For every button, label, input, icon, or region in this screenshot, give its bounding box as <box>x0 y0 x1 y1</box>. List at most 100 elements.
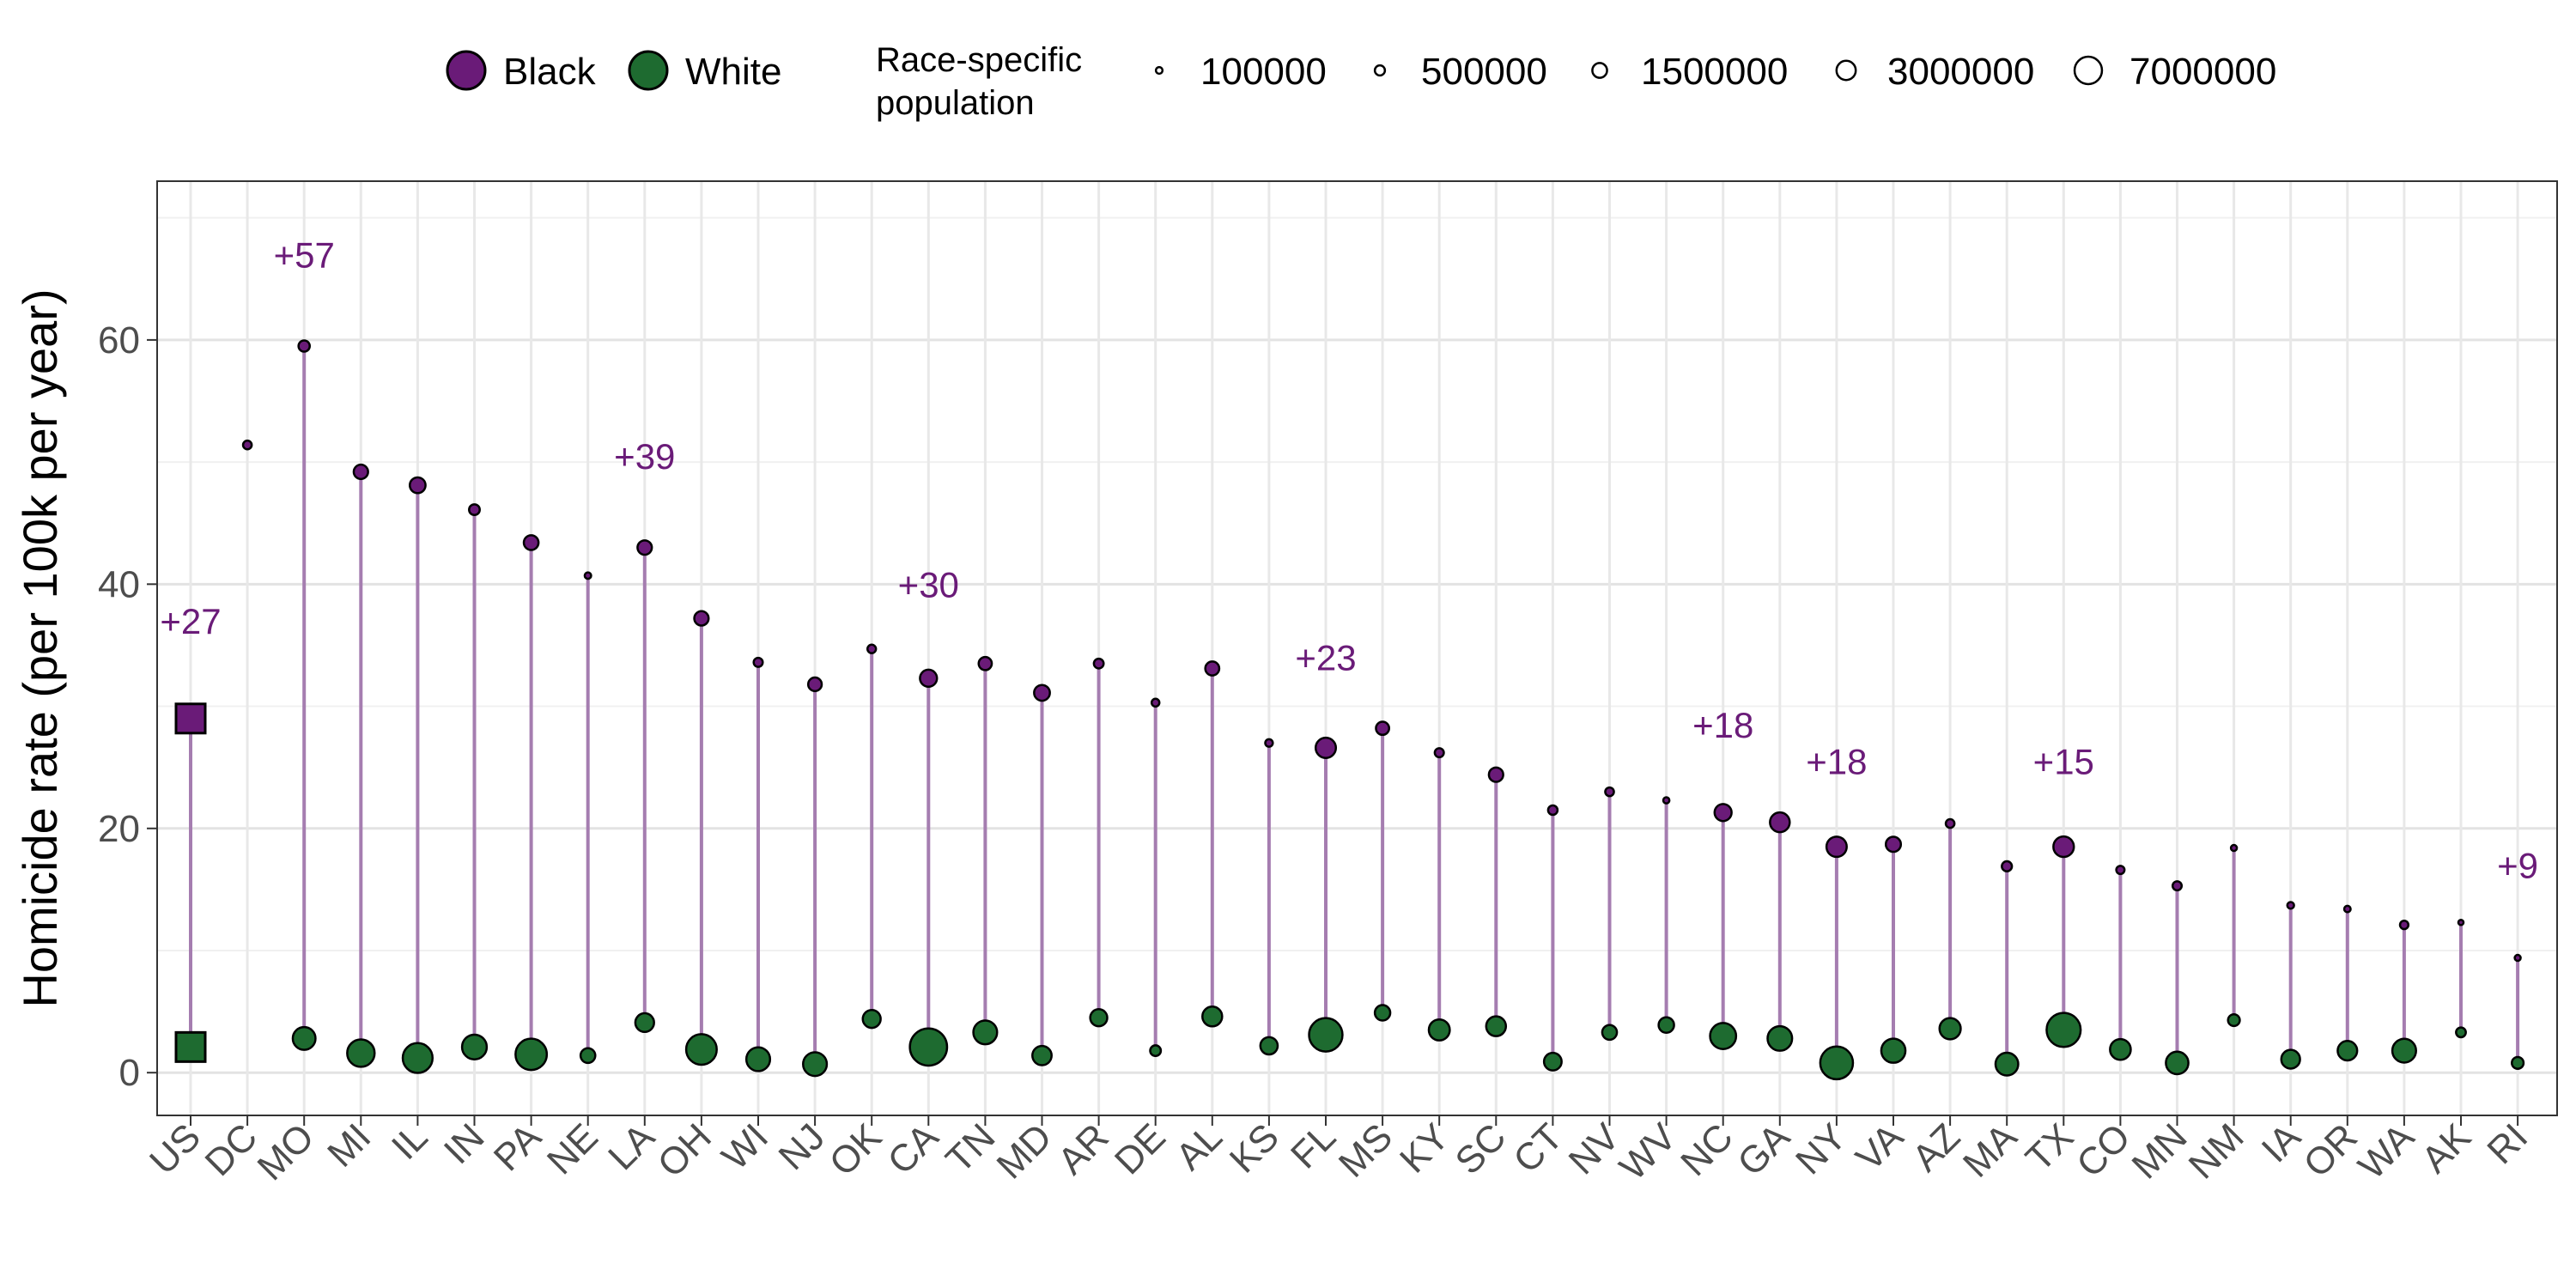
x-tick-label: NC <box>1673 1115 1741 1184</box>
white-point <box>1601 1024 1619 1042</box>
white-point <box>1542 1051 1563 1072</box>
difference-annotation: +18 <box>1692 705 1753 745</box>
black-point <box>241 439 253 451</box>
x-tick-label: MN <box>2124 1115 2196 1187</box>
legend-size-title-line2: population <box>876 84 1035 122</box>
x-tick-label: AL <box>1168 1115 1230 1178</box>
white-point <box>2227 1012 2241 1028</box>
black-point <box>806 676 823 693</box>
white-point <box>1308 1017 1344 1053</box>
black-point <box>408 476 427 495</box>
white-point <box>1709 1022 1738 1050</box>
black-point <box>1204 660 1221 677</box>
x-tick-label: OK <box>822 1115 890 1184</box>
x-tick-label: DC <box>197 1115 266 1184</box>
x-tick-label: VA <box>1848 1115 1911 1179</box>
white-point <box>2510 1055 2525 1070</box>
black-point-us <box>174 702 207 735</box>
difference-annotation: +23 <box>1295 638 1356 678</box>
black-point <box>866 643 878 654</box>
white-point <box>1089 1008 1109 1028</box>
difference-annotation: +15 <box>2033 742 2094 782</box>
black-point <box>1375 720 1391 737</box>
white-point <box>291 1025 317 1051</box>
difference-annotation: +39 <box>614 436 675 477</box>
black-point <box>1604 786 1615 798</box>
black-point <box>2513 953 2522 963</box>
black-point <box>1314 736 1338 759</box>
x-tick-label: IL <box>384 1115 436 1168</box>
white-point-us <box>174 1030 207 1063</box>
white-point <box>1766 1024 1794 1052</box>
difference-segments <box>189 346 2520 1065</box>
size-legend-label: 3000000 <box>1887 51 2034 93</box>
x-tick-label: SC <box>1448 1115 1515 1182</box>
black-point <box>2052 835 2075 859</box>
black-point <box>977 655 993 671</box>
white-point <box>1259 1036 1279 1056</box>
x-tick-label: AK <box>2414 1115 2479 1181</box>
black-point <box>1264 738 1274 748</box>
size-legend-key <box>2073 55 2104 86</box>
legend-label-black: Black <box>503 51 597 93</box>
white-point <box>1657 1016 1675 1034</box>
white-point <box>2109 1037 2132 1061</box>
difference-annotation: +9 <box>2497 845 2538 885</box>
white-points <box>174 1004 2525 1081</box>
white-point <box>1149 1044 1163 1058</box>
x-tick-label: OR <box>2296 1115 2366 1185</box>
y-tick-label: 60 <box>98 319 140 361</box>
difference-annotations: +27 +57 +39 +30 +23 +18 +18 +15 +9 <box>160 234 2538 885</box>
black-point <box>2229 843 2239 853</box>
white-point <box>579 1047 597 1065</box>
x-tick-label: NY <box>1788 1115 1855 1182</box>
size-legend-key <box>1591 62 1608 79</box>
black-point <box>1884 835 1903 854</box>
legend: Black White Race-specific population 100… <box>446 41 2276 122</box>
x-tick-label: NE <box>539 1115 606 1182</box>
black-point <box>1487 766 1504 783</box>
black-point <box>1546 804 1559 817</box>
white-point <box>684 1033 718 1066</box>
black-point <box>919 668 939 689</box>
x-tick-label: MS <box>1331 1115 1400 1185</box>
white-point <box>2455 1026 2467 1039</box>
difference-annotation: +57 <box>274 234 335 275</box>
white-point <box>1994 1051 2020 1077</box>
x-tick-label: DE <box>1107 1115 1174 1182</box>
white-point <box>744 1046 772 1072</box>
black-point <box>1150 697 1161 708</box>
x-tick-label: MA <box>1955 1115 2026 1186</box>
black-point <box>352 463 369 481</box>
x-tick-label: RI <box>2479 1115 2536 1172</box>
black-point <box>1769 811 1791 834</box>
legend-size-title-line1: Race-specific <box>876 41 1082 79</box>
white-point <box>2045 1012 2082 1048</box>
white-point <box>2391 1037 2417 1064</box>
black-point <box>2286 901 2295 910</box>
black-point <box>583 571 592 580</box>
x-tick-label: US <box>142 1115 209 1182</box>
x-tick-label: WV <box>1612 1115 1685 1188</box>
size-legend-label: 500000 <box>1421 51 1547 93</box>
size-legend: 100000 500000 1500000 3000000 7000000 <box>1154 51 2276 93</box>
x-tick-label: NJ <box>770 1115 833 1178</box>
white-point <box>514 1037 549 1072</box>
white-point <box>802 1051 829 1078</box>
y-tick-label: 0 <box>119 1052 140 1094</box>
x-tick-label: TX <box>2018 1115 2081 1179</box>
black-point <box>752 656 764 668</box>
difference-annotation: +30 <box>898 564 959 605</box>
legend-label-white: White <box>685 51 781 93</box>
x-tick-label: MD <box>989 1115 1060 1187</box>
white-point <box>2165 1050 2190 1076</box>
x-tick-label: MI <box>319 1115 379 1175</box>
black-point <box>1433 747 1445 759</box>
white-point <box>908 1027 949 1067</box>
x-tick-label: IA <box>2254 1115 2310 1171</box>
black-point <box>1944 817 1956 829</box>
x-tick-label: PA <box>486 1115 550 1179</box>
x-tick-label: FL <box>1283 1115 1344 1176</box>
legend-key-black <box>446 50 487 91</box>
